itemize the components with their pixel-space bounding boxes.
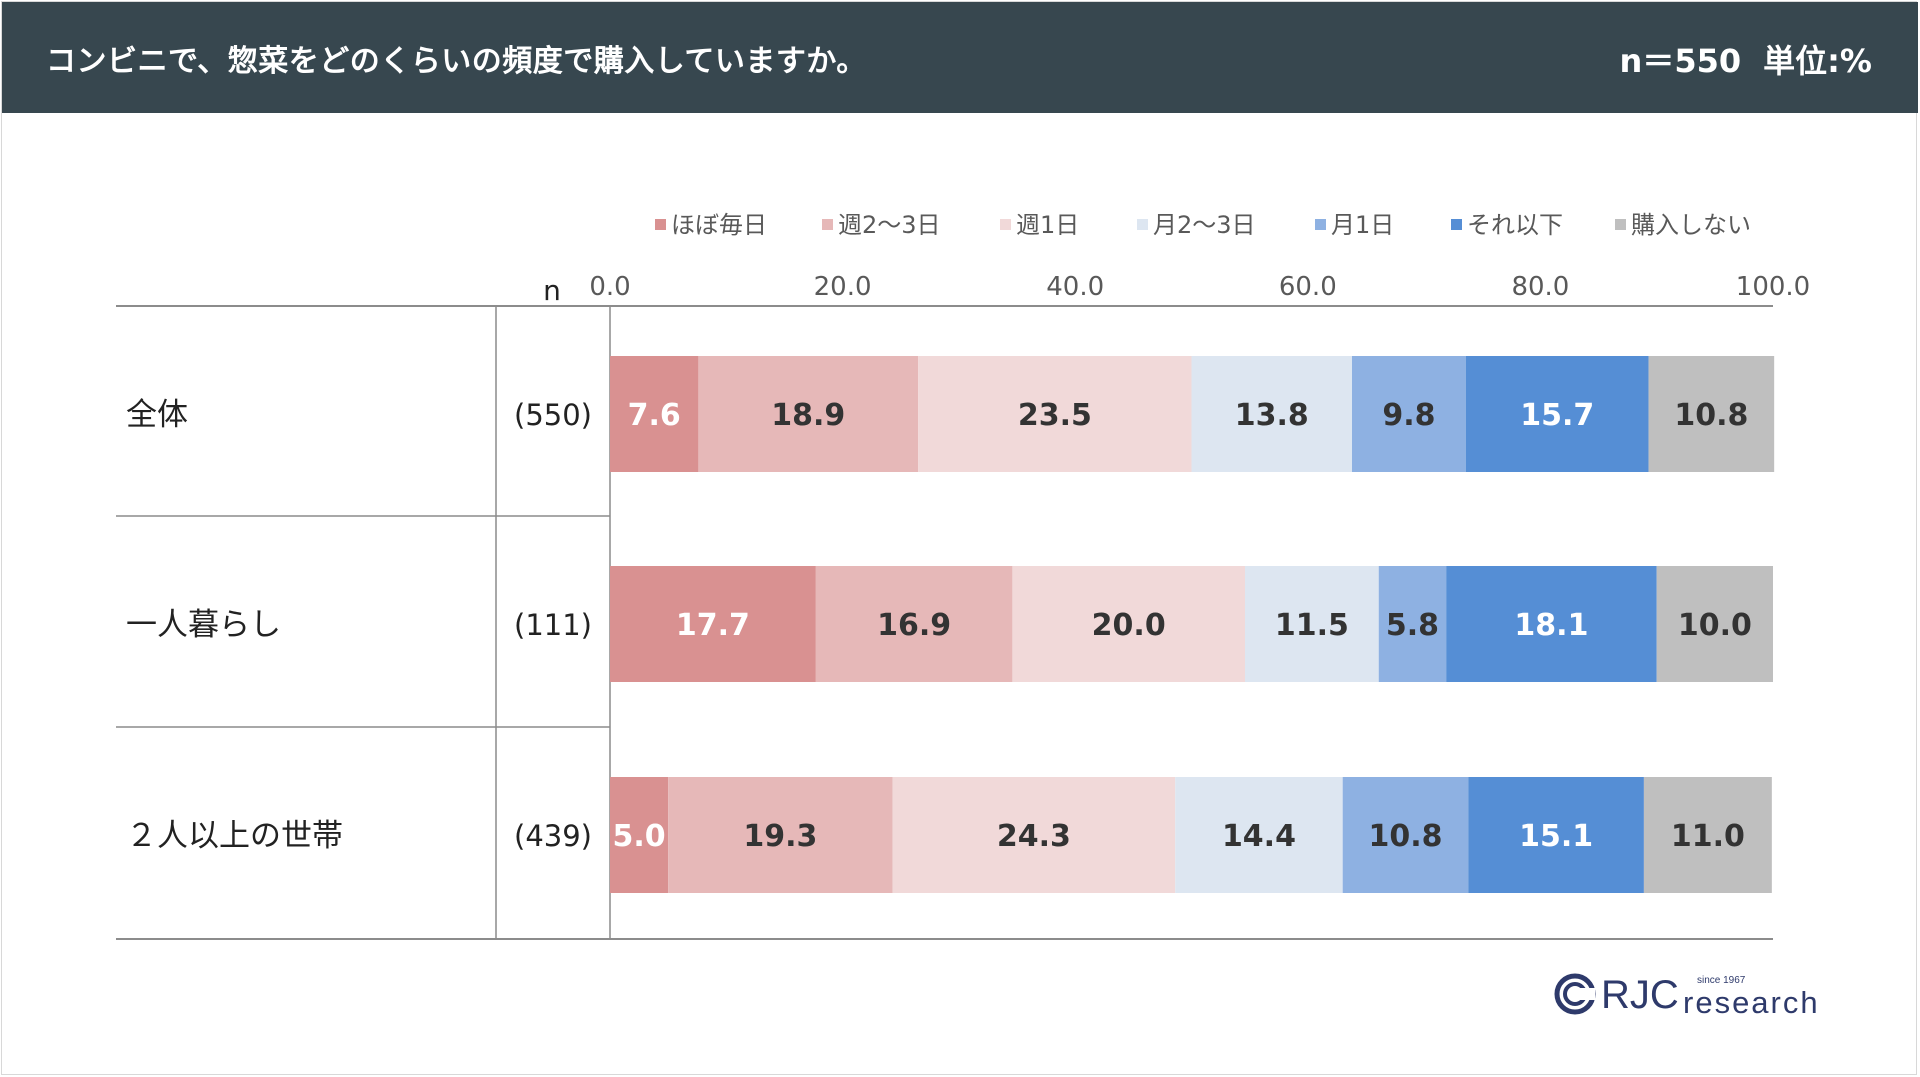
- x-tick-label-0: 0.0: [589, 272, 630, 302]
- bar-segment-1-6: [1656, 566, 1773, 682]
- legend-swatch-1: [822, 219, 833, 230]
- bar-segment-0-2: [918, 356, 1192, 472]
- question-title: コンビニで、惣菜をどのくらいの頻度で購入していますか。: [46, 44, 867, 79]
- bar-segment-2-1: [668, 777, 893, 893]
- category-label-2: ２人以上の世帯: [126, 818, 343, 854]
- n-value-0: (550): [514, 398, 592, 432]
- legend-swatch-6: [1615, 219, 1626, 230]
- bar-segment-2-2: [892, 777, 1176, 893]
- legend-swatch-4: [1315, 219, 1326, 230]
- n-value-1: (111): [514, 608, 592, 642]
- bar-segment-1-3: [1244, 566, 1379, 682]
- data-label-1-6: 10.0: [1678, 608, 1752, 643]
- legend-label-3: 月2～3日: [1153, 211, 1256, 239]
- x-tick-label-4: 80.0: [1511, 272, 1569, 302]
- n-column-header: n: [543, 274, 561, 307]
- category-label-1: 一人暮らし: [126, 607, 281, 643]
- legend-swatch-2: [1000, 219, 1011, 230]
- legend-label-6: 購入しない: [1631, 211, 1751, 239]
- bar-segment-2-4: [1342, 777, 1469, 893]
- data-label-0-2: 23.5: [1018, 398, 1092, 433]
- data-label-0-5: 15.7: [1520, 398, 1594, 433]
- data-label-0-1: 18.9: [771, 398, 845, 433]
- x-tick-label-3: 60.0: [1279, 272, 1337, 302]
- x-tick-label-1: 20.0: [814, 272, 872, 302]
- legend-swatch-0: [655, 219, 666, 230]
- bar-segment-0-4: [1351, 356, 1466, 472]
- unit-label: 単位:%: [1763, 42, 1872, 80]
- bar-segment-2-3: [1175, 777, 1343, 893]
- logo-brand: RJC: [1601, 973, 1679, 1017]
- data-label-0-3: 13.8: [1235, 398, 1309, 433]
- legend-label-2: 週1日: [1016, 211, 1079, 239]
- data-label-0-4: 9.8: [1382, 398, 1435, 433]
- legend-swatch-5: [1451, 219, 1462, 230]
- bar-segment-0-5: [1465, 356, 1649, 472]
- data-label-2-6: 11.0: [1671, 819, 1745, 854]
- bar-segment-0-6: [1648, 356, 1775, 472]
- data-label-1-5: 18.1: [1514, 608, 1588, 643]
- bar-segment-1-2: [1012, 566, 1245, 682]
- bar-segment-0-1: [698, 356, 919, 472]
- legend-label-5: それ以下: [1467, 211, 1563, 239]
- sample-info: n＝550 単位:%: [1620, 36, 1872, 82]
- data-label-2-0: 5.0: [612, 819, 665, 854]
- data-label-1-4: 5.8: [1386, 608, 1439, 643]
- logo-since: since 1967: [1697, 975, 1746, 986]
- data-label-2-2: 24.3: [997, 819, 1071, 854]
- bar-segment-0-0: [610, 356, 699, 472]
- logo-word: research: [1683, 985, 1820, 1020]
- category-label-0: 全体: [126, 397, 188, 433]
- legend-label-1: 週2～3日: [838, 211, 941, 239]
- slide-header: コンビニで、惣菜をどのくらいの頻度で購入していますか。 n＝550 単位:%: [2, 2, 1918, 113]
- n-value-2: (439): [514, 819, 592, 853]
- data-label-0-6: 10.8: [1674, 398, 1748, 433]
- legend-label-4: 月1日: [1331, 211, 1394, 239]
- data-label-2-5: 15.1: [1519, 819, 1593, 854]
- rjc-research-logo: RJC research since 1967: [1554, 973, 1820, 1020]
- bar-segment-0-3: [1191, 356, 1352, 472]
- bar-segment-2-0: [610, 777, 669, 893]
- data-label-0-0: 7.6: [628, 398, 681, 433]
- bar-segment-1-4: [1378, 566, 1447, 682]
- data-label-1-2: 20.0: [1092, 608, 1166, 643]
- logo-ring-icon: [1554, 973, 1596, 1015]
- legend-label-0: ほぼ毎日: [671, 211, 767, 239]
- x-tick-label-5: 100.0: [1736, 272, 1810, 302]
- data-label-2-3: 14.4: [1222, 819, 1296, 854]
- x-tick-label-2: 40.0: [1046, 272, 1104, 302]
- bar-segment-1-0: [610, 566, 816, 682]
- data-label-1-0: 17.7: [676, 608, 750, 643]
- data-label-2-4: 10.8: [1368, 819, 1442, 854]
- data-label-1-1: 16.9: [877, 608, 951, 643]
- data-label-2-1: 19.3: [743, 819, 817, 854]
- bar-segment-1-1: [815, 566, 1013, 682]
- legend-swatch-3: [1137, 219, 1148, 230]
- data-label-1-3: 11.5: [1275, 608, 1349, 643]
- bar-segment-2-5: [1468, 777, 1644, 893]
- bar-segment-1-5: [1446, 566, 1657, 682]
- sample-size: n＝550: [1619, 42, 1742, 80]
- bar-segment-2-6: [1643, 777, 1772, 893]
